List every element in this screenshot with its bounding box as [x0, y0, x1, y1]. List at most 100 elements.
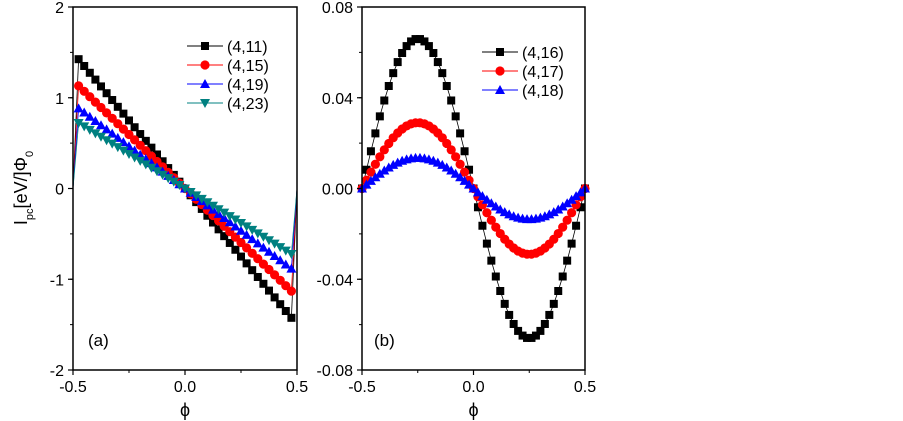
data-point: [558, 272, 567, 281]
legend-marker: [496, 48, 504, 56]
legend-label: (4,11): [227, 39, 268, 56]
data-point: [163, 174, 174, 184]
data-point: [224, 212, 235, 222]
data-point: [96, 120, 106, 130]
y-tick-label: 0.00: [322, 182, 353, 199]
data-point: [451, 152, 461, 162]
panel-b-legend: (4,16) (4,17) (4,18): [482, 45, 564, 100]
data-point: [236, 225, 246, 235]
data-point: [247, 225, 258, 235]
y-tick-label: 1: [55, 91, 64, 108]
data-point: [446, 145, 456, 155]
series-4-18: [357, 152, 590, 224]
data-point: [91, 75, 100, 84]
legend-label: (4,16): [522, 45, 564, 62]
data-point: [407, 37, 416, 46]
legend-entry: (4,19): [187, 77, 269, 94]
data-point: [253, 272, 262, 281]
panel-a-legend: (4,11) (4,15) (4,19) (4,23): [187, 39, 269, 113]
data-point: [562, 215, 572, 225]
data-point: [248, 266, 257, 275]
panel-b-ticks: -0.5 0.0 0.5 -0.08 -0.04 0.00 0.04 0.08: [317, 0, 597, 396]
data-point: [544, 209, 555, 219]
data-point: [496, 287, 505, 296]
legend-marker: [200, 99, 210, 108]
data-point: [213, 205, 224, 215]
y-tick-label: 0: [55, 182, 64, 199]
series-jump-left: [72, 122, 79, 189]
legend-marker: [200, 60, 210, 70]
data-point: [468, 183, 479, 193]
data-point: [429, 49, 438, 58]
legend-marker: [495, 85, 505, 94]
data-point: [258, 242, 269, 252]
panel-b-label: (b): [374, 331, 395, 350]
data-point: [433, 58, 442, 67]
y-tick-label: 0.08: [322, 0, 353, 17]
data-point: [191, 191, 202, 201]
data-point: [500, 299, 509, 308]
data-point: [554, 287, 563, 296]
data-point: [146, 163, 157, 173]
data-point: [536, 326, 545, 335]
y-tick-label: -1: [50, 272, 64, 289]
data-point: [135, 156, 146, 166]
data-point: [74, 55, 83, 64]
data-point: [280, 259, 291, 269]
data-point: [553, 228, 563, 239]
legend-entry: (4,11): [187, 39, 268, 56]
data-point: [509, 319, 518, 328]
data-point: [219, 208, 230, 218]
data-point: [102, 89, 111, 98]
data-point: [259, 279, 268, 288]
data-point: [252, 229, 263, 239]
data-point: [384, 81, 393, 90]
y-tick-label: 0.04: [322, 91, 353, 108]
data-point: [129, 153, 140, 163]
data-point: [362, 165, 371, 174]
data-point: [549, 299, 558, 308]
data-point: [158, 157, 167, 166]
data-point: [202, 198, 213, 208]
y-tick-label: -2: [50, 363, 64, 380]
legend-entry: (4,23): [187, 96, 269, 113]
data-point: [459, 175, 470, 185]
panel-b-x-axis-title: ϕ: [468, 400, 478, 420]
x-tick-label: 0.0: [174, 379, 196, 396]
data-point: [388, 159, 399, 169]
data-point: [465, 165, 474, 174]
data-point: [487, 256, 496, 265]
data-point: [112, 132, 123, 142]
data-point: [402, 42, 411, 51]
data-point: [286, 286, 296, 296]
y-title-middle: [eV/]Φ: [11, 157, 31, 208]
data-point: [486, 198, 497, 208]
data-point: [370, 159, 380, 169]
data-point: [125, 116, 133, 125]
y-title-main: I: [11, 220, 31, 225]
data-point: [79, 122, 90, 132]
data-point: [107, 128, 118, 138]
data-point: [242, 259, 251, 268]
data-point: [119, 109, 128, 118]
data-point: [230, 221, 241, 231]
x-tick-label: 0.0: [462, 379, 484, 396]
data-point: [527, 333, 536, 342]
data-point: [420, 37, 429, 46]
data-point: [73, 118, 84, 128]
data-point: [124, 150, 134, 160]
legend-label: (4,17): [522, 64, 564, 81]
data-point: [264, 236, 274, 246]
data-point: [473, 203, 482, 212]
data-point: [237, 252, 245, 261]
data-point: [572, 221, 581, 230]
data-point: [241, 222, 252, 232]
data-point: [269, 239, 280, 249]
data-point: [275, 255, 286, 265]
panel-b: -0.5 0.0 0.5-0.08-0.040.000.040.08 (4,16)(…: [317, 0, 597, 420]
data-point: [113, 102, 122, 111]
data-point: [236, 218, 246, 228]
data-point: [491, 222, 501, 232]
data-point: [97, 82, 105, 91]
